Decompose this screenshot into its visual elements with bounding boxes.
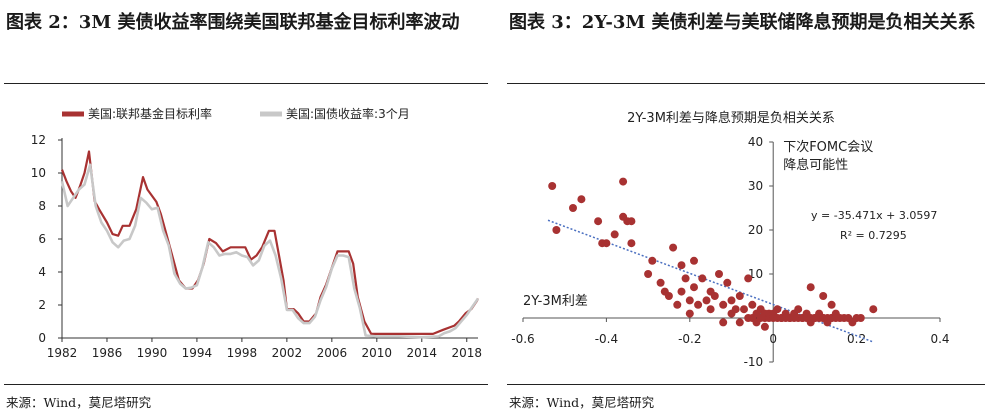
data-point xyxy=(656,278,665,287)
data-point xyxy=(869,305,878,314)
data-point xyxy=(735,292,744,300)
data-point xyxy=(806,283,815,292)
title-rule-left xyxy=(4,83,488,84)
data-point xyxy=(619,177,628,186)
series-line-fed-target xyxy=(60,150,480,335)
y-tick-label: -10 xyxy=(744,355,764,369)
x-tick-label: 0 xyxy=(769,332,777,346)
data-point xyxy=(690,256,698,265)
x-tick-label: 0.2 xyxy=(847,332,866,346)
x-tick-label: 2006 xyxy=(317,346,348,360)
data-point xyxy=(744,274,753,283)
x-tick-label: 1982 xyxy=(47,346,78,360)
data-point xyxy=(735,318,744,327)
data-point xyxy=(760,322,769,331)
data-point xyxy=(648,256,657,265)
x-tick-label: 1998 xyxy=(227,346,258,360)
x-tick-label: -0.4 xyxy=(595,332,618,346)
data-point xyxy=(552,226,561,234)
data-point xyxy=(669,243,678,252)
x-tick-label: 2014 xyxy=(407,346,438,360)
data-point xyxy=(731,305,740,314)
source-rule-right xyxy=(507,384,985,385)
data-point xyxy=(773,305,782,314)
data-point xyxy=(569,204,577,212)
y-tick-label: 40 xyxy=(748,135,763,149)
figure-title-left: 图表 2：3M 美债收益率围绕美国联邦基金目标利率波动 xyxy=(6,12,460,33)
data-point xyxy=(694,300,703,309)
data-point xyxy=(602,239,611,248)
data-point xyxy=(740,305,748,314)
data-point xyxy=(715,270,723,278)
x-tick-label: -0.6 xyxy=(511,332,534,346)
data-point xyxy=(673,300,682,309)
figure-title-right: 图表 3：2Y-3M 美债利差与美联储降息预期是负相关关系 xyxy=(509,12,976,33)
data-point xyxy=(677,287,686,296)
legend-label: 美国:国债收益率:3个月 xyxy=(286,106,410,121)
data-point xyxy=(856,314,865,322)
y-tick-label: 10 xyxy=(31,166,46,180)
x-tick-label: 1990 xyxy=(137,346,168,360)
data-point xyxy=(685,296,694,305)
y-tick-label: 2 xyxy=(38,298,46,312)
y-axis-label-line2: 降息可能性 xyxy=(783,157,848,173)
x-tick-label: -0.2 xyxy=(678,332,701,346)
legend-label: 美国:联邦基金目标利率 xyxy=(88,106,212,121)
panel-left: 图表 2：3M 美债收益率围绕美国联邦基金目标利率波动 0 2 4 6 8 10 12 198… xyxy=(0,0,494,420)
data-point xyxy=(819,292,828,300)
source-note-left: 来源：Wind，莫尼塔研究 xyxy=(6,395,152,410)
r-squared: R² = 0.7295 xyxy=(840,229,907,242)
series-line-tbill-3m xyxy=(60,163,480,339)
data-point xyxy=(644,270,653,278)
data-point xyxy=(748,300,757,309)
data-point xyxy=(627,239,636,248)
title-rule-right xyxy=(507,83,985,84)
x-tick-label: 0.4 xyxy=(930,332,949,346)
line-chart: 0 2 4 6 8 10 12 1982 1986 1990 1994 1998 2002 2006 201… xyxy=(31,106,482,360)
panel-right: 图表 3：2Y-3M 美债利差与美联储降息预期是负相关关系 2Y-3M利差与降息… xyxy=(503,0,991,420)
x-tick-label: 1986 xyxy=(92,346,123,360)
data-point xyxy=(681,274,690,283)
trend-equation: y = -35.471x + 3.0597 xyxy=(811,209,937,222)
x-axis-label: 2Y-3M利差 xyxy=(523,294,588,309)
data-point xyxy=(610,230,619,239)
data-point xyxy=(677,261,686,270)
data-point xyxy=(723,278,732,287)
data-point xyxy=(627,217,636,226)
y-tick-label: 0 xyxy=(38,331,46,345)
x-tick-label: 2010 xyxy=(362,346,393,360)
data-point xyxy=(702,296,711,305)
y-tick-label: 30 xyxy=(748,179,763,193)
data-point xyxy=(827,300,836,309)
data-point xyxy=(548,182,557,190)
x-tick-label: 2018 xyxy=(451,346,482,360)
y-tick-label: 8 xyxy=(38,199,46,213)
y-tick-label: 6 xyxy=(38,232,46,246)
y-axis-label-line1: 下次FOMC会议 xyxy=(783,139,873,155)
data-point xyxy=(727,296,736,305)
chart-title: 2Y-3M利差与降息预期是负相关关系 xyxy=(627,110,835,126)
y-tick-label: 20 xyxy=(748,223,763,237)
source-rule-left xyxy=(4,384,488,385)
x-tick-label: 1994 xyxy=(182,346,213,360)
y-tick-label: 12 xyxy=(31,133,46,147)
source-note-right: 来源：Wind，莫尼塔研究 xyxy=(509,395,655,410)
data-point xyxy=(719,300,728,309)
data-point xyxy=(664,292,673,300)
x-tick-label: 2002 xyxy=(272,346,303,360)
data-point xyxy=(594,217,603,226)
data-point xyxy=(706,305,715,314)
data-point xyxy=(577,195,586,204)
scatter-chart: 2Y-3M利差与降息预期是负相关关系-10010203040-0.6-0.4-0… xyxy=(511,110,949,369)
data-point xyxy=(690,283,698,292)
data-point xyxy=(719,318,728,327)
data-point xyxy=(685,309,694,318)
data-point xyxy=(794,305,803,314)
data-point xyxy=(698,274,707,283)
data-point xyxy=(710,292,719,300)
y-tick-label: 4 xyxy=(38,265,46,279)
